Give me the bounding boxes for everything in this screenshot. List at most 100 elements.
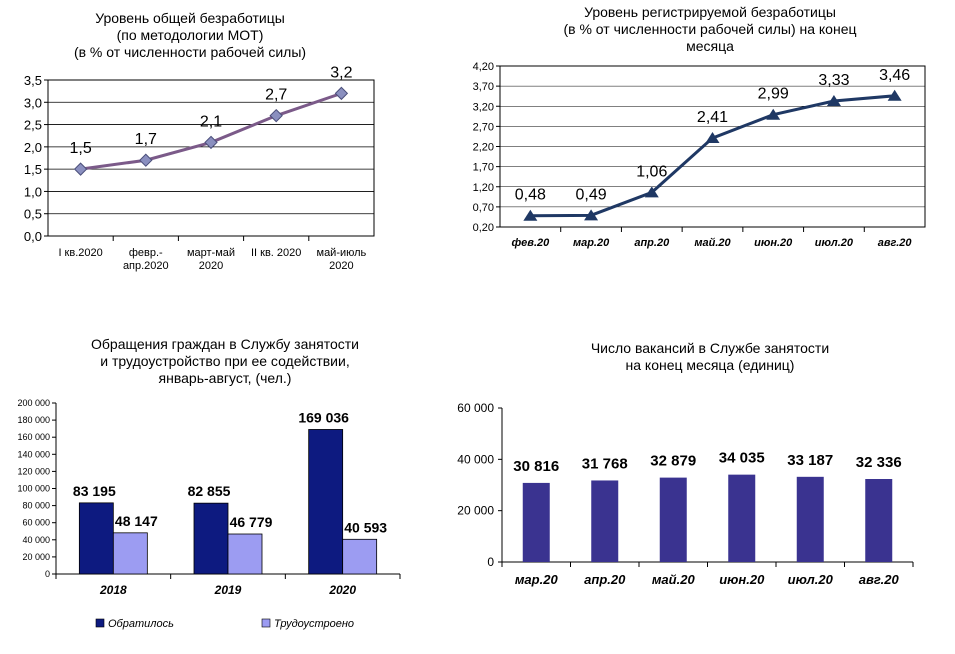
chart3-ytick-label: 120 000: [17, 466, 50, 476]
chart3-ytick-label: 100 000: [17, 484, 50, 494]
chart2-point: [887, 89, 902, 101]
chart1-ytick-label: 2,0: [24, 140, 42, 155]
chart2-point: [705, 132, 720, 144]
chart3-ytick-label: 160 000: [17, 432, 50, 442]
chart4-data-label: 31 768: [582, 455, 628, 472]
chart3-ytick-label: 140 000: [17, 449, 50, 459]
chart1-title-line2: (по методологии МОТ): [116, 27, 264, 43]
chart4-bar: [522, 482, 550, 562]
chart2-ytick-label: 0,20: [473, 222, 494, 234]
chart1-data-label: 1,5: [69, 140, 91, 157]
chart4-ytick-label: 20 000: [457, 504, 494, 518]
chart1-series-line: [80, 91, 342, 171]
chart2-ytick-label: 0,70: [473, 202, 494, 214]
chart4-xtick-label: июн.20: [719, 572, 765, 587]
chart3-legend-swatch: [95, 618, 105, 628]
chart4-xtick-label: мар.20: [515, 572, 559, 587]
chart4-data-label: 30 816: [513, 458, 559, 475]
chart3-bar: [308, 429, 344, 575]
chart4-bar: [728, 474, 756, 562]
chart4-title-line1: Число вакансий в Службе занятости: [590, 340, 830, 356]
chart3-ytick-label: 0: [45, 569, 50, 579]
chart4-data-label: 34 035: [719, 450, 765, 467]
chart3-data-label: 169 036: [298, 409, 349, 425]
chart3-bar: [227, 533, 263, 575]
chart2-data-label: 3,33: [818, 72, 849, 89]
chart3-bar: [112, 532, 148, 575]
chart2-point: [644, 186, 659, 198]
chart2-plot-area: [499, 65, 926, 228]
chart3-data-label: 82 855: [188, 483, 231, 499]
chart4-bar: [659, 477, 687, 562]
chart2-ytick-label: 4,20: [473, 61, 494, 73]
chart1-ytick-label: 0,0: [24, 229, 42, 244]
chart2-xtick-label: авг.20: [878, 237, 913, 249]
chart1-plot-area: [47, 79, 375, 237]
chart4-ytick-label: 60 000: [457, 401, 494, 415]
chart2-series-line: [530, 94, 895, 218]
chart2-data-label: 0,48: [515, 187, 546, 204]
chart1-ytick-label: 3,0: [24, 95, 42, 110]
chart3-ytick-label: 60 000: [22, 518, 50, 528]
chart2-title-line1: Уровень регистрируемой безработицы: [584, 4, 836, 20]
chart4-ytick-label: 40 000: [457, 452, 494, 466]
chart1-xtick-label: февр.-: [129, 247, 163, 259]
chart3-legend-swatch: [261, 618, 271, 628]
chart2-ytick-label: 2,70: [473, 121, 494, 133]
chart3-ytick-label: 20 000: [22, 552, 50, 562]
chart1-xtick-label: 2020: [329, 260, 353, 272]
chart3-bar: [78, 502, 114, 575]
chart1-xtick-label: I кв.2020: [58, 247, 102, 259]
chart4-bar: [796, 476, 824, 562]
chart3-xtick-label: 2019: [214, 583, 242, 597]
chart2-xtick-label: фев.20: [511, 237, 550, 249]
chart3-ytick-label: 40 000: [22, 535, 50, 545]
chart1-title-line1: Уровень общей безработицы: [95, 10, 285, 26]
chart2-xtick-label: май.20: [694, 237, 731, 249]
chart2-data-label: 2,99: [758, 86, 789, 103]
chart2-title-line2: (в % от численности рабочей силы) на кон…: [563, 21, 857, 37]
chart3-title-line3: январь-август, (чел.): [158, 370, 292, 386]
chart2-data-label: 1,06: [636, 163, 667, 180]
chart1-xtick-label: II кв. 2020: [251, 247, 301, 259]
chart1-ytick-label: 2,5: [24, 118, 42, 133]
chart1-data-label: 2,1: [200, 113, 222, 130]
chart2-ytick-label: 3,70: [473, 81, 494, 93]
chart2-title: Уровень регистрируемой безработицы (в % …: [540, 4, 880, 55]
chart1-point: [139, 153, 153, 167]
chart1-data-label: 1,7: [135, 131, 157, 148]
chart3-bar: [193, 502, 229, 575]
chart3-data-label: 48 147: [115, 513, 158, 529]
chart2-title-line3: месяца: [686, 38, 734, 54]
chart4-xtick-label: май.20: [652, 572, 696, 587]
chart1-point: [204, 135, 218, 150]
chart2-ytick-label: 1,20: [473, 182, 494, 194]
chart1-xtick-label: март-май: [187, 247, 235, 259]
chart3-ytick-label: 200 000: [17, 398, 50, 408]
chart4-data-label: 32 879: [650, 453, 696, 470]
chart2-xtick-label: мар.20: [573, 237, 610, 249]
chart3-data-label: 40 593: [344, 519, 387, 535]
chart2-point: [584, 209, 599, 221]
chart1-data-label: 3,2: [330, 64, 352, 81]
chart3-xtick-label: 2020: [328, 583, 356, 597]
chart4-data-label: 33 187: [787, 452, 833, 469]
chart4-data-label: 32 336: [856, 454, 902, 471]
chart1-xtick-label: 2020: [199, 260, 223, 272]
chart2-xtick-label: апр.20: [634, 237, 670, 249]
chart3-data-label: 46 779: [230, 514, 273, 530]
chart3-bar: [342, 538, 378, 575]
chart2-ytick-label: 3,20: [473, 101, 494, 113]
chart2-ytick-label: 2,20: [473, 142, 494, 154]
chart3-title-line2: и трудоустройство при ее содействии,: [100, 353, 350, 369]
chart1-xtick-label: май-июль: [317, 247, 367, 259]
chart2-point: [766, 108, 781, 120]
chart4-title: Число вакансий в Службе занятости на кон…: [560, 340, 860, 374]
chart4-xtick-label: апр.20: [584, 572, 626, 587]
chart1-ytick-label: 1,5: [24, 162, 42, 177]
chart1-xtick-label: апр.2020: [123, 260, 169, 272]
chart2-point: [826, 95, 841, 107]
chart4-title-line2: на конец месяца (единиц): [625, 357, 795, 373]
chart1-data-label: 2,7: [265, 87, 287, 104]
